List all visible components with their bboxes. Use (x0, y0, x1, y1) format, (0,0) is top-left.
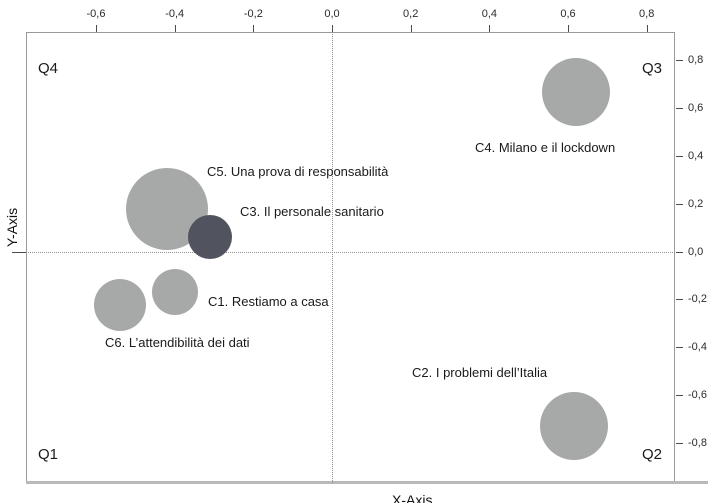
x-tick-label: -0,4 (165, 8, 185, 20)
y-tick-mark (676, 156, 683, 158)
y-tick-mark (676, 347, 683, 349)
x-tick-mark (489, 25, 491, 32)
x-tick-label: 0,2 (403, 8, 419, 20)
quadrant-label-q2: Q2 (642, 446, 663, 463)
x-tick-label: 0,8 (639, 8, 655, 20)
x-tick-mark (96, 25, 97, 32)
x-tick-mark (174, 25, 176, 32)
x-tick-label: -0,6 (86, 8, 106, 20)
quadrant-label-q1: Q1 (38, 446, 59, 463)
y-tick-mark (676, 442, 683, 444)
y-tick-label: 0,2 (688, 197, 704, 210)
bubble-c6 (93, 279, 146, 332)
y-tick-label: -0,6 (688, 389, 707, 402)
x-tick-mark (646, 25, 648, 32)
plot-bottom-border (26, 481, 708, 484)
zero-horizontal-line (26, 251, 675, 253)
bubble-c4 (541, 57, 610, 126)
y-zero-tick (12, 251, 26, 253)
x-tick-mark (253, 25, 255, 32)
y-tick-label: 0,8 (688, 54, 704, 67)
y-tick-mark (676, 108, 683, 110)
y-tick-mark (676, 251, 683, 253)
zero-vertical-line (332, 32, 333, 483)
bubble-label-c3: C3. Il personale sanitario (240, 204, 384, 219)
x-tick-label: 0,6 (560, 8, 576, 20)
bubble-label-c5: C5. Una prova di responsabilità (207, 164, 389, 179)
bubble-c3 (188, 215, 233, 260)
y-axis-title: Y-Axis (4, 207, 20, 247)
y-tick-label: 0,0 (688, 245, 704, 258)
bubble-label-c1: C1. Restiamo a casa (208, 294, 329, 309)
bubble-label-c6: C6. L’attendibilità dei dati (105, 335, 250, 350)
y-tick-label: 0,6 (688, 102, 704, 115)
bubble-c1 (151, 269, 198, 316)
y-tick-mark (676, 395, 683, 397)
x-tick-mark (410, 25, 412, 32)
y-tick-label: 0,4 (688, 150, 704, 163)
y-tick-mark (676, 203, 683, 205)
plot-frame (26, 32, 675, 483)
y-tick-mark (676, 299, 683, 301)
bubble-label-c4: C4. Milano e il lockdown (475, 140, 616, 155)
quadrant-label-q4: Q4 (38, 60, 59, 77)
y-tick-label: -0,4 (688, 341, 707, 354)
plot-area: C5. Una prova di responsabilità C3. Il pe… (26, 32, 675, 503)
y-tick-label: -0,2 (688, 293, 707, 306)
x-tick-label: 0,0 (324, 8, 340, 20)
bubble-label-c2: C2. I problemi dell’Italia (412, 365, 548, 380)
x-tick-label: 0,4 (481, 8, 497, 20)
y-tick-label: -0,8 (688, 436, 707, 449)
quadrant-label-q3: Q3 (642, 60, 663, 77)
x-axis-title: X-Axis (392, 492, 433, 503)
x-tick-mark (568, 25, 569, 32)
x-tick-mark (332, 25, 333, 32)
bubble-c2 (539, 392, 608, 461)
y-tick-mark (676, 60, 683, 62)
x-tick-label: -0,2 (243, 8, 263, 20)
